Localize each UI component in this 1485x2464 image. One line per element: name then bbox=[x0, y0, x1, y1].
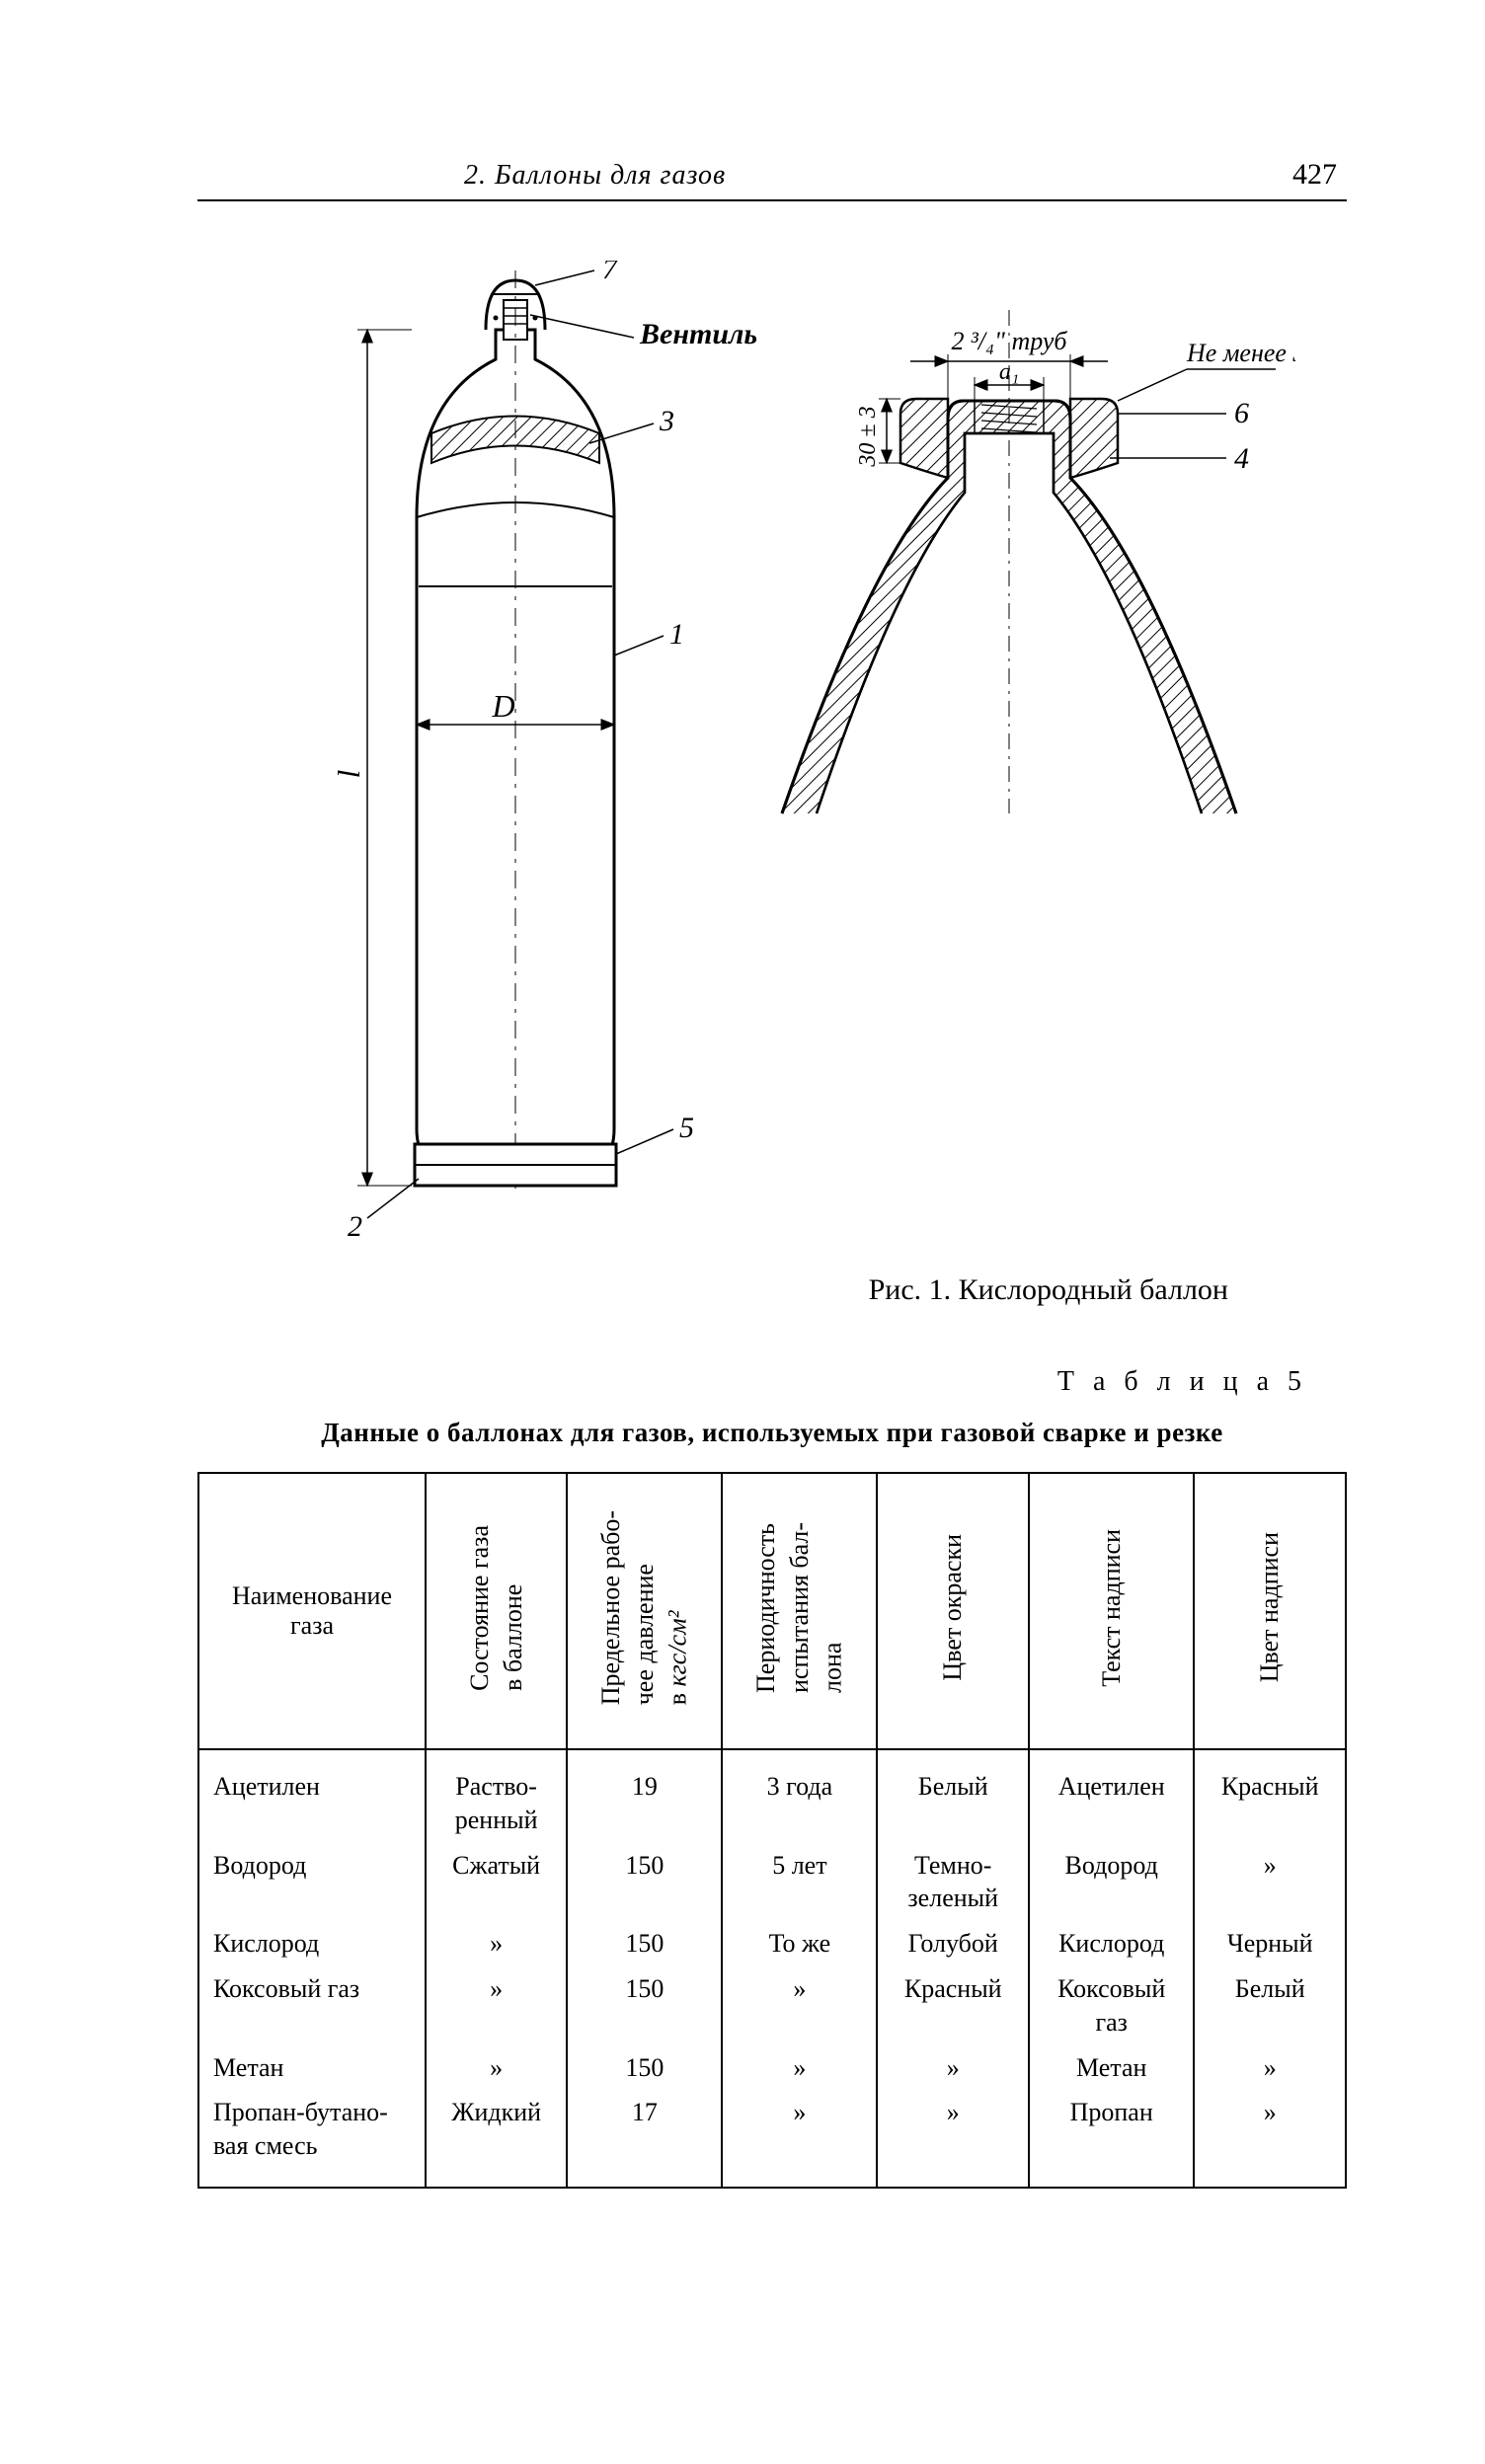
cylinder-neck-detail: 2 ³/₄" труб a₁ 30 ± 3 Не менее 3,5 6 bbox=[782, 310, 1295, 813]
cell-textcolor: » bbox=[1194, 1843, 1346, 1922]
cell-period: » bbox=[722, 2090, 877, 2188]
table-title: Данные о баллонах для газов, используемы… bbox=[197, 1418, 1347, 1448]
cell-name: Пропан-бутано-вая смесь bbox=[198, 2090, 426, 2188]
label-notless: Не менее 3,5 bbox=[1186, 339, 1295, 367]
cell-name: Ацетилен bbox=[198, 1749, 426, 1843]
cell-pressure: 150 bbox=[567, 1966, 722, 2045]
label-a1: a₁ bbox=[999, 359, 1019, 385]
cell-pressure: 150 bbox=[567, 2045, 722, 2091]
cell-name: Кислород bbox=[198, 1921, 426, 1966]
label-5: 5 bbox=[679, 1112, 694, 1144]
page-number: 427 bbox=[1292, 158, 1337, 192]
gas-cylinder-table: Наименование газа Состояние газав баллон… bbox=[197, 1472, 1347, 2189]
cell-color: Белый bbox=[877, 1749, 1029, 1843]
page-header: 2. Баллоны для газов 427 bbox=[197, 158, 1347, 199]
cell-textcolor: » bbox=[1194, 2090, 1346, 2188]
cell-text: Метан bbox=[1029, 2045, 1194, 2091]
table-header-row: Наименование газа Состояние газав баллон… bbox=[198, 1473, 1346, 1749]
label-3: 3 bbox=[659, 405, 674, 437]
label-D: D bbox=[491, 688, 514, 724]
cell-state: Раство-ренный bbox=[426, 1749, 567, 1843]
cell-text: Водород bbox=[1029, 1843, 1194, 1922]
table-row: Ацетилен Раство-ренный 19 3 года Белый А… bbox=[198, 1749, 1346, 1843]
cell-color: Красный bbox=[877, 1966, 1029, 2045]
col-pressure: Предельное рабо-чее давлениев кгс/см² bbox=[567, 1473, 722, 1749]
table-row: Метан » 150 » » Метан » bbox=[198, 2045, 1346, 2091]
table-label: Т а б л и ц а 5 bbox=[197, 1366, 1347, 1398]
cell-state: Жидкий bbox=[426, 2090, 567, 2188]
label-2: 2 bbox=[348, 1210, 362, 1243]
label-7: 7 bbox=[602, 261, 619, 285]
cell-period: » bbox=[722, 1966, 877, 2045]
label-valve: Вентиль bbox=[639, 318, 757, 350]
label-4: 4 bbox=[1234, 442, 1249, 475]
cell-textcolor: » bbox=[1194, 2045, 1346, 2091]
cell-pressure: 150 bbox=[567, 1843, 722, 1922]
cell-color: » bbox=[877, 2090, 1029, 2188]
header-rule bbox=[197, 199, 1347, 201]
col-period: Периодичностьиспытания бал-лона bbox=[722, 1473, 877, 1749]
label-tol30: 30 ± 3 bbox=[855, 406, 881, 467]
cell-state: » bbox=[426, 1921, 567, 1966]
label-l: l bbox=[331, 769, 366, 778]
page: 2. Баллоны для газов 427 bbox=[0, 0, 1485, 2464]
cell-text: Ацетилен bbox=[1029, 1749, 1194, 1843]
cell-color: Темно-зеленый bbox=[877, 1843, 1029, 1922]
cylinder-diagram-svg: 7 Вентиль 3 1 5 2 D bbox=[249, 261, 1295, 1258]
col-textcolor: Цвет надписи bbox=[1194, 1473, 1346, 1749]
cell-period: То же bbox=[722, 1921, 877, 1966]
table-row: Водород Сжатый 150 5 лет Темно-зеленый В… bbox=[198, 1843, 1346, 1922]
section-title: 2. Баллоны для газов bbox=[464, 160, 726, 192]
cell-text: Пропан bbox=[1029, 2090, 1194, 2188]
cell-text: Кислород bbox=[1029, 1921, 1194, 1966]
figure-cylinder: 7 Вентиль 3 1 5 2 D bbox=[197, 261, 1347, 1307]
cell-text: Коксовыйгаз bbox=[1029, 1966, 1194, 2045]
cell-state: » bbox=[426, 2045, 567, 2091]
col-color: Цвет окраски bbox=[877, 1473, 1029, 1749]
cell-textcolor: Белый bbox=[1194, 1966, 1346, 2045]
cell-pressure: 19 bbox=[567, 1749, 722, 1843]
table-row: Коксовый газ » 150 » Красный Коксовыйгаз… bbox=[198, 1966, 1346, 2045]
cell-textcolor: Черный bbox=[1194, 1921, 1346, 1966]
figure-caption: Рис. 1. Кислородный баллон bbox=[197, 1273, 1347, 1307]
cell-period: » bbox=[722, 2045, 877, 2091]
cell-period: 3 года bbox=[722, 1749, 877, 1843]
cell-state: Сжатый bbox=[426, 1843, 567, 1922]
cell-name: Коксовый газ bbox=[198, 1966, 426, 2045]
cell-textcolor: Красный bbox=[1194, 1749, 1346, 1843]
table-row: Кислород » 150 То же Голубой Кислород Че… bbox=[198, 1921, 1346, 1966]
cell-state: » bbox=[426, 1966, 567, 2045]
label-thread: 2 ³/₄" труб bbox=[951, 327, 1067, 355]
cell-pressure: 150 bbox=[567, 1921, 722, 1966]
col-state: Состояние газав баллоне bbox=[426, 1473, 567, 1749]
cell-pressure: 17 bbox=[567, 2090, 722, 2188]
table-body: Ацетилен Раство-ренный 19 3 года Белый А… bbox=[198, 1749, 1346, 2188]
cell-name: Метан bbox=[198, 2045, 426, 2091]
cylinder-left: 7 Вентиль 3 1 5 2 D bbox=[331, 261, 757, 1243]
cell-color: Голубой bbox=[877, 1921, 1029, 1966]
col-text: Текст надписи bbox=[1029, 1473, 1194, 1749]
cell-color: » bbox=[877, 2045, 1029, 2091]
table-row: Пропан-бутано-вая смесь Жидкий 17 » » Пр… bbox=[198, 2090, 1346, 2188]
cell-period: 5 лет bbox=[722, 1843, 877, 1922]
label-6: 6 bbox=[1234, 397, 1249, 429]
label-1: 1 bbox=[669, 618, 684, 651]
cell-name: Водород bbox=[198, 1843, 426, 1922]
col-name: Наименование газа bbox=[198, 1473, 426, 1749]
